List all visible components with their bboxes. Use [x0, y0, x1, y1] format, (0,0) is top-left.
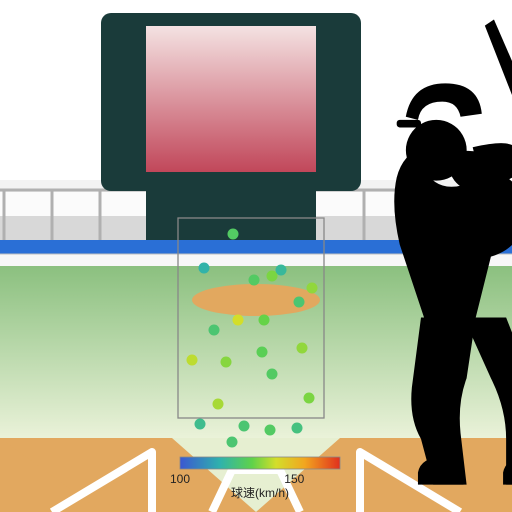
- legend-tick: 150: [284, 472, 304, 486]
- pitch-marker: [233, 315, 244, 326]
- pitch-marker: [265, 425, 276, 436]
- pitch-marker: [213, 399, 224, 410]
- pitch-marker: [249, 275, 260, 286]
- pitch-marker: [267, 369, 278, 380]
- pitch-marker: [257, 347, 268, 358]
- pitch-marker: [221, 357, 232, 368]
- legend-bar: [180, 457, 340, 469]
- pitch-marker: [304, 393, 315, 404]
- pitch-marker: [228, 229, 239, 240]
- scoreboard-screen: [146, 26, 316, 172]
- pitch-marker: [199, 263, 210, 274]
- pitch-marker: [307, 283, 318, 294]
- pitch-marker: [195, 419, 206, 430]
- pitch-marker: [297, 343, 308, 354]
- legend-title: 球速(km/h): [231, 486, 289, 500]
- pitch-marker: [209, 325, 220, 336]
- pitch-marker: [276, 265, 287, 276]
- pitch-marker: [227, 437, 238, 448]
- pitch-marker: [187, 355, 198, 366]
- pitch-marker: [294, 297, 305, 308]
- legend-tick: 100: [170, 472, 190, 486]
- pitch-marker: [267, 271, 278, 282]
- pitch-location-chart: 100 150球速(km/h): [0, 0, 512, 512]
- pitch-marker: [259, 315, 270, 326]
- pitch-marker: [239, 421, 250, 432]
- pitch-marker: [292, 423, 303, 434]
